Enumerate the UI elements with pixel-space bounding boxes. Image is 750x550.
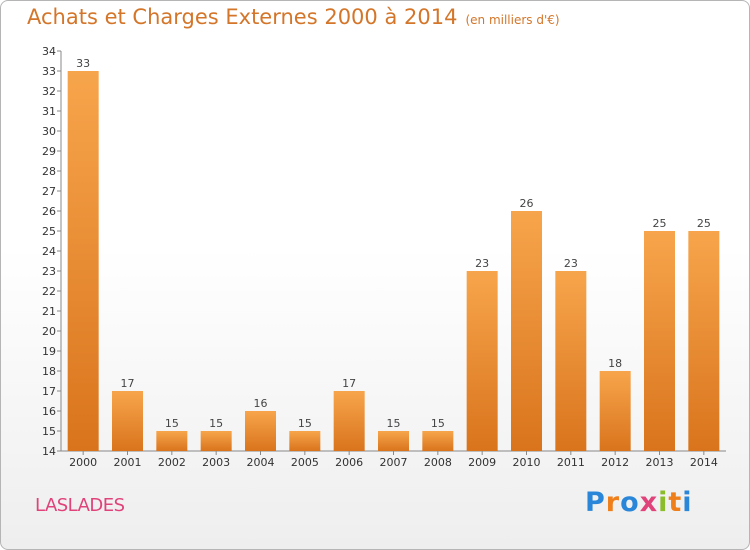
bar <box>466 271 498 451</box>
bar <box>599 371 631 451</box>
bar <box>200 431 232 451</box>
bar <box>67 71 99 451</box>
logo-letter: t <box>668 487 683 518</box>
bar <box>378 431 409 451</box>
bar-value-label: 17 <box>121 377 135 390</box>
bar <box>245 411 276 451</box>
y-tick-label: 32 <box>42 85 56 98</box>
x-tick-label: 2004 <box>247 456 275 469</box>
bar-value-label: 26 <box>520 197 534 210</box>
proxiti-logo[interactable]: Proxiti <box>585 487 693 518</box>
y-tick-label: 23 <box>42 265 56 278</box>
bar <box>688 231 720 451</box>
bar <box>644 231 675 451</box>
y-tick-label: 18 <box>42 365 56 378</box>
chart-bars: 33 17 15 15 16 15 17 15 15 23 26 23 18 25 25 <box>67 57 720 451</box>
bar-value-label: 25 <box>653 217 667 230</box>
y-tick-label: 31 <box>42 105 56 118</box>
logo-letter: o <box>620 487 640 518</box>
bar-value-label: 18 <box>608 357 622 370</box>
x-tick-label: 2012 <box>601 456 629 469</box>
logo-letter: i <box>658 487 669 518</box>
y-tick-label: 24 <box>42 245 56 258</box>
bar-value-label: 33 <box>76 57 90 70</box>
x-tick-label: 2010 <box>513 456 541 469</box>
bar <box>289 431 321 451</box>
bar <box>112 391 143 451</box>
logo-letter: P <box>585 487 606 518</box>
x-tick-label: 2009 <box>468 456 496 469</box>
bar-value-label: 23 <box>564 257 578 270</box>
x-tick-label: 2006 <box>335 456 363 469</box>
y-tick-label: 20 <box>42 325 56 338</box>
y-tick-label: 19 <box>42 345 56 358</box>
x-tick-label: 2007 <box>380 456 408 469</box>
bar-value-label: 16 <box>254 397 268 410</box>
bar-value-label: 15 <box>209 417 223 430</box>
bar <box>511 211 542 451</box>
bar <box>156 431 188 451</box>
x-tick-label: 2005 <box>291 456 319 469</box>
y-tick-label: 26 <box>42 205 56 218</box>
bar-value-label: 15 <box>165 417 179 430</box>
bar <box>555 271 587 451</box>
x-tick-label: 2013 <box>646 456 674 469</box>
y-tick-label: 25 <box>42 225 56 238</box>
y-tick-label: 17 <box>42 385 56 398</box>
town-name: LASLADES <box>35 495 125 516</box>
y-tick-label: 28 <box>42 165 56 178</box>
bar-value-label: 23 <box>475 257 489 270</box>
bar <box>333 391 365 451</box>
y-tick-label: 30 <box>42 125 56 138</box>
bar-value-label: 25 <box>697 217 711 230</box>
logo-letter: x <box>639 487 659 518</box>
x-tick-label: 2002 <box>158 456 186 469</box>
y-tick-label: 22 <box>42 285 56 298</box>
bar-value-label: 15 <box>431 417 445 430</box>
y-tick-label: 21 <box>42 305 56 318</box>
bar <box>422 431 454 451</box>
chart-title: Achats et Charges Externes 2000 à 2014 (e… <box>27 5 560 29</box>
chart-axes: 14 15 16 17 18 19 20 21 22 23 24 25 26 27 28 29 30 31 32 33… <box>42 45 726 469</box>
chart-title-text: Achats et Charges Externes 2000 à 2014 <box>27 5 458 29</box>
y-tick-label: 15 <box>42 425 56 438</box>
y-tick-label: 27 <box>42 185 56 198</box>
logo-letter: r <box>605 487 621 518</box>
x-tick-label: 2001 <box>114 456 142 469</box>
y-tick-label: 29 <box>42 145 56 158</box>
y-tick-label: 33 <box>42 65 56 78</box>
x-tick-label: 2008 <box>424 456 452 469</box>
y-tick-label: 16 <box>42 405 56 418</box>
bar-value-label: 15 <box>298 417 312 430</box>
bar-value-label: 15 <box>387 417 401 430</box>
y-tick-label: 14 <box>42 445 56 458</box>
x-tick-label: 2011 <box>557 456 585 469</box>
x-tick-label: 2003 <box>202 456 230 469</box>
x-tick-label: 2000 <box>69 456 97 469</box>
y-tick-label: 34 <box>42 45 56 58</box>
chart-unit-text: (en milliers d'€) <box>465 13 560 27</box>
logo-letter: i <box>682 487 693 518</box>
bar-value-label: 17 <box>342 377 356 390</box>
x-tick-label: 2014 <box>690 456 718 469</box>
